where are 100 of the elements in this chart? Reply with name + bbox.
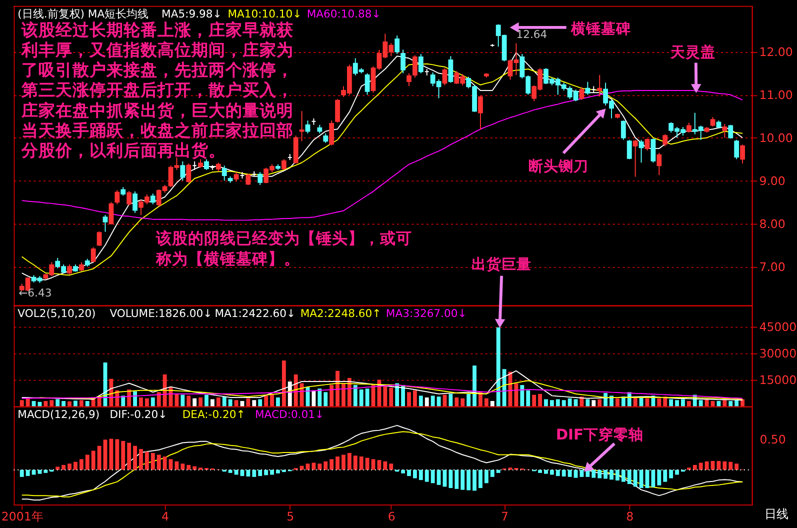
bar [180, 464, 185, 470]
x-tick-label: 7 [501, 510, 509, 524]
candlestick [656, 152, 662, 176]
bar [430, 396, 435, 406]
bar [514, 383, 518, 406]
bar [610, 470, 614, 480]
bar [466, 470, 471, 490]
bar [734, 464, 739, 470]
text: DIF:-0.20↓ [110, 408, 168, 422]
bar [686, 401, 691, 406]
candlestick [394, 35, 400, 54]
candlestick [132, 190, 138, 214]
bar [502, 369, 506, 406]
bar [728, 401, 733, 406]
candlestick [246, 173, 251, 186]
bar [722, 400, 727, 406]
bar [133, 391, 137, 406]
bar [568, 470, 572, 477]
candlestick [650, 138, 656, 164]
bar [353, 385, 358, 406]
x-tick-label: 2001年 [1, 510, 44, 524]
bar [336, 456, 340, 470]
bar [347, 452, 352, 470]
bar [168, 459, 173, 470]
bar [550, 470, 554, 475]
y-tick-label: 45000 [759, 320, 797, 334]
candlestick [448, 56, 454, 84]
bar [228, 470, 232, 473]
bar [716, 401, 721, 406]
bar [484, 470, 488, 484]
line-series [21, 384, 744, 399]
candlestick [412, 54, 418, 78]
bar [26, 398, 30, 406]
candlestick [281, 158, 286, 170]
bar [412, 470, 417, 478]
bar [62, 464, 66, 470]
bar [490, 401, 494, 406]
bar [698, 462, 703, 470]
bar [436, 396, 441, 406]
bar [395, 383, 400, 406]
bar [568, 398, 572, 406]
bar [276, 470, 280, 474]
bar [407, 392, 411, 406]
bar [144, 452, 149, 470]
text: 日线 [764, 507, 788, 522]
bar [412, 390, 417, 406]
x-tick-label: 5 [286, 510, 294, 524]
bar [562, 470, 566, 476]
candlestick [234, 172, 239, 182]
bar [389, 464, 394, 470]
bar [383, 386, 388, 406]
bar [318, 388, 322, 406]
candlestick [90, 246, 96, 263]
candlestick [67, 264, 72, 275]
candlestick [644, 138, 650, 152]
candlestick [406, 72, 412, 87]
bar [615, 470, 620, 480]
bar [490, 470, 494, 477]
bar [621, 470, 626, 482]
annotation: 该股经过长期轮番上涨，庄家早就获利丰厚，又值指数高位期间，庄家为了吸引散户来接盘，先拉两个涨停，第三天涨停开盘后打开，散户买入，庄家在盘中抓紧出货，巨大的量说明当天换手踊跃，收盘之前庄家拉回部分股价，以利后面再出货。 [20, 20, 294, 160]
y-tick-label: 7.00 [759, 260, 786, 274]
bar [216, 397, 220, 406]
bar [365, 458, 370, 470]
bar [180, 394, 185, 406]
bar [186, 396, 191, 406]
bar [418, 396, 423, 406]
bar [50, 400, 54, 406]
candlestick [620, 120, 626, 140]
candlestick [734, 139, 740, 160]
bar [365, 388, 370, 406]
bar [150, 452, 155, 470]
annotation: 天灵盖 [669, 42, 716, 61]
bar [109, 438, 114, 470]
bar [222, 396, 226, 406]
bar [192, 466, 197, 470]
bar [246, 470, 250, 476]
bar [139, 448, 143, 470]
bar [663, 396, 668, 406]
bar [192, 398, 197, 406]
bar [324, 392, 328, 406]
bar [651, 470, 656, 488]
text: MA60:10.88↓ [306, 8, 381, 21]
bar [454, 397, 459, 406]
annotation: 横锤墓碑 [570, 20, 632, 38]
bar [383, 461, 388, 470]
bar [74, 400, 78, 406]
candlestick [740, 144, 745, 164]
bar [330, 385, 334, 406]
candlestick [108, 202, 114, 225]
bar [657, 398, 662, 406]
bar [544, 399, 548, 406]
bar [20, 400, 24, 406]
chart-title: MACD(12,26,9) [18, 408, 100, 422]
candlestick [597, 74, 602, 97]
candlestick [96, 230, 102, 246]
bar [32, 401, 36, 406]
bar [610, 396, 614, 406]
bar [85, 454, 90, 470]
y-tick-label: 12.00 [759, 45, 793, 60]
bar [204, 394, 208, 406]
